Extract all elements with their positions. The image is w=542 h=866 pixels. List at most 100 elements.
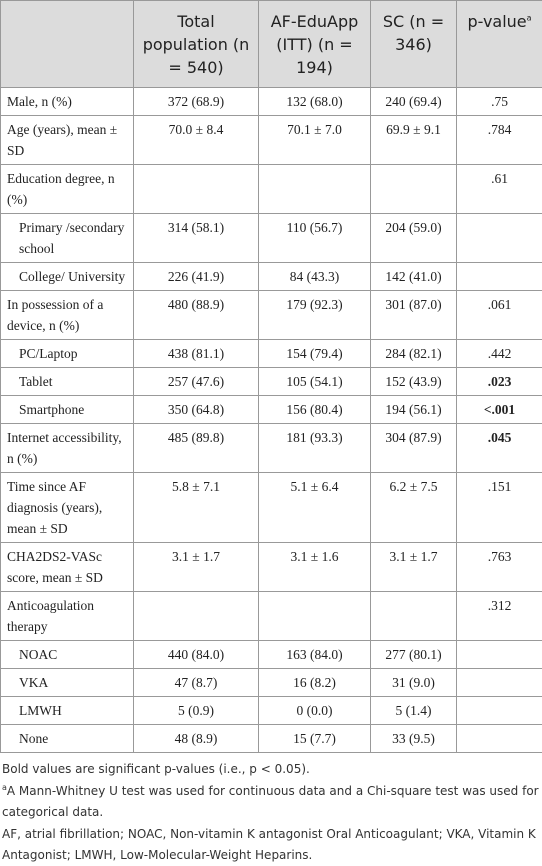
row-label: NOAC	[1, 641, 134, 669]
note-marker: a	[527, 14, 532, 23]
value-cell: 152 (43.9)	[371, 368, 457, 396]
value-cell: .61	[457, 165, 542, 214]
value-cell: 69.9 ± 9.1	[371, 116, 457, 165]
value-cell: 226 (41.9)	[134, 263, 259, 291]
header-text: SC (n = 346)	[383, 12, 444, 54]
row-label: PC/Laptop	[1, 340, 134, 368]
value-cell: .151	[457, 473, 542, 543]
header-cell	[1, 1, 134, 88]
value-cell: 350 (64.8)	[134, 396, 259, 424]
row-label: Education degree, n (%)	[1, 165, 134, 214]
table-row: Anticoagulation therapy .312	[1, 592, 542, 641]
value-cell: 110 (56.7)	[259, 214, 371, 263]
footnote: Bold values are significant p-values (i.…	[2, 759, 540, 780]
table-row: Male, n (%)372 (68.9)132 (68.0)240 (69.4…	[1, 88, 542, 116]
value-cell: 132 (68.0)	[259, 88, 371, 116]
value-cell: .045	[457, 424, 542, 473]
value-cell: 5 (1.4)	[371, 697, 457, 725]
row-label: In possession of a device, n (%)	[1, 291, 134, 340]
value-cell: 304 (87.9)	[371, 424, 457, 473]
empty-cell	[259, 165, 371, 214]
row-label: CHA2DS2-VASc score, mean ± SD	[1, 543, 134, 592]
data-table: Total population (n = 540) AF-EduApp (ITT…	[0, 0, 542, 753]
value-cell: 257 (47.6)	[134, 368, 259, 396]
value-cell: 194 (56.1)	[371, 396, 457, 424]
value-cell: 284 (82.1)	[371, 340, 457, 368]
value-cell: 240 (69.4)	[371, 88, 457, 116]
footnote: AF, atrial fibrillation; NOAC, Non-vitam…	[2, 824, 540, 866]
footnotes: Bold values are significant p-values (i.…	[0, 753, 542, 866]
empty-cell	[259, 592, 371, 641]
footnote-text: A Mann-Whitney U test was used for conti…	[2, 784, 539, 819]
value-cell: 5.1 ± 6.4	[259, 473, 371, 543]
value-cell: 277 (80.1)	[371, 641, 457, 669]
table-row: Time since AF diagnosis (years), mean ± …	[1, 473, 542, 543]
page: Total population (n = 540) AF-EduApp (ITT…	[0, 0, 542, 829]
value-cell: 314 (58.1)	[134, 214, 259, 263]
header-cell: Total population (n = 540)	[134, 1, 259, 88]
value-cell: .763	[457, 543, 542, 592]
row-label: College/ University	[1, 263, 134, 291]
empty-cell	[457, 697, 542, 725]
value-cell: 33 (9.5)	[371, 725, 457, 753]
value-cell: 372 (68.9)	[134, 88, 259, 116]
empty-cell	[457, 263, 542, 291]
value-cell: 70.0 ± 8.4	[134, 116, 259, 165]
value-cell: 5 (0.9)	[134, 697, 259, 725]
value-cell: 181 (93.3)	[259, 424, 371, 473]
value-cell: 31 (9.0)	[371, 669, 457, 697]
value-cell: 6.2 ± 7.5	[371, 473, 457, 543]
header-cell: SC (n = 346)	[371, 1, 457, 88]
row-label: Primary /secondary school	[1, 214, 134, 263]
row-label: Internet accessibility, n (%)	[1, 424, 134, 473]
row-label: Male, n (%)	[1, 88, 134, 116]
row-label: Anticoagulation therapy	[1, 592, 134, 641]
value-cell: .75	[457, 88, 542, 116]
value-cell: 163 (84.0)	[259, 641, 371, 669]
row-label: Age (years), mean ± SD	[1, 116, 134, 165]
table-row: Education degree, n (%) .61	[1, 165, 542, 214]
value-cell: 84 (43.3)	[259, 263, 371, 291]
value-cell: 3.1 ± 1.7	[134, 543, 259, 592]
value-cell: 47 (8.7)	[134, 669, 259, 697]
header-text: Total population (n = 540)	[143, 12, 250, 77]
empty-cell	[371, 165, 457, 214]
footnote-text: Bold values are significant p-values (i.…	[2, 762, 310, 776]
row-label: None	[1, 725, 134, 753]
table-row: Internet accessibility, n (%)485 (89.8)1…	[1, 424, 542, 473]
value-cell: 142 (41.0)	[371, 263, 457, 291]
footnote-text: AF, atrial fibrillation; NOAC, Non-vitam…	[2, 827, 536, 862]
value-cell: 48 (8.9)	[134, 725, 259, 753]
row-label: Smartphone	[1, 396, 134, 424]
value-cell: 485 (89.8)	[134, 424, 259, 473]
row-label: Time since AF diagnosis (years), mean ± …	[1, 473, 134, 543]
header-cell: AF-EduApp (ITT) (n = 194)	[259, 1, 371, 88]
value-cell: 15 (7.7)	[259, 725, 371, 753]
value-cell: 0 (0.0)	[259, 697, 371, 725]
value-cell: .312	[457, 592, 542, 641]
value-cell: .061	[457, 291, 542, 340]
value-cell: 154 (79.4)	[259, 340, 371, 368]
value-cell: 440 (84.0)	[134, 641, 259, 669]
value-cell: 3.1 ± 1.6	[259, 543, 371, 592]
header-text: AF-EduApp (ITT) (n = 194)	[271, 12, 359, 77]
empty-cell	[457, 214, 542, 263]
value-cell: 3.1 ± 1.7	[371, 543, 457, 592]
value-cell: 105 (54.1)	[259, 368, 371, 396]
row-label: VKA	[1, 669, 134, 697]
value-cell: 204 (59.0)	[371, 214, 457, 263]
value-cell: 480 (88.9)	[134, 291, 259, 340]
value-cell: 5.8 ± 7.1	[134, 473, 259, 543]
value-cell: 179 (92.3)	[259, 291, 371, 340]
footnote: aA Mann-Whitney U test was used for cont…	[2, 781, 540, 823]
